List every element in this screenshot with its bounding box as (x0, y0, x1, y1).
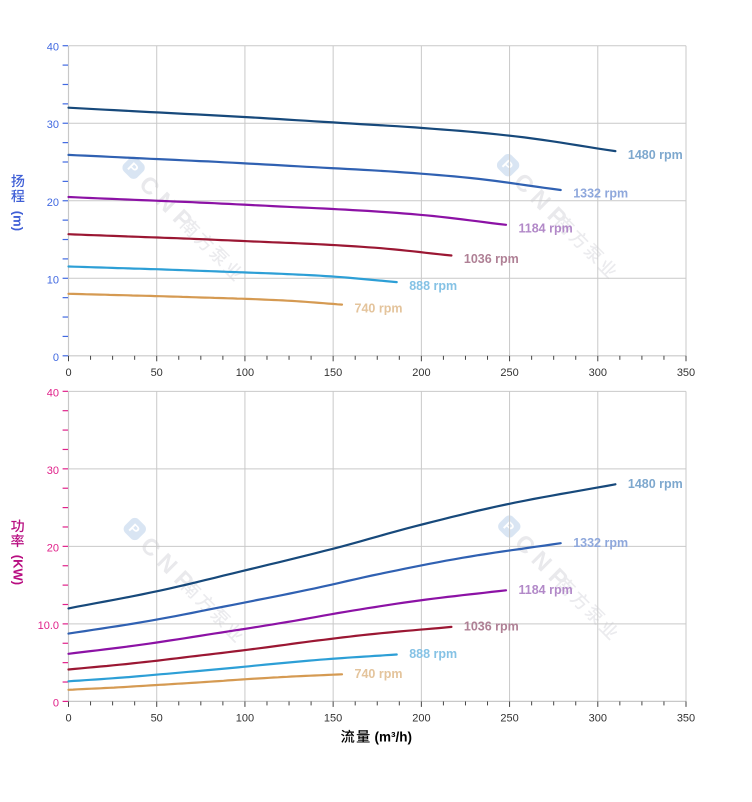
svg-text:0: 0 (53, 352, 59, 364)
svg-text:740 rpm: 740 rpm (355, 301, 403, 315)
svg-text:350: 350 (677, 712, 695, 724)
svg-text:1184 rpm: 1184 rpm (519, 222, 573, 236)
svg-text:(KW): (KW) (11, 555, 26, 585)
svg-text:20: 20 (47, 542, 59, 554)
svg-text:(m): (m) (11, 211, 26, 231)
svg-text:350: 350 (677, 367, 695, 379)
svg-text:0: 0 (53, 697, 59, 709)
svg-text:250: 250 (500, 712, 518, 724)
svg-text:1184 rpm: 1184 rpm (519, 583, 573, 597)
svg-text:1480 rpm: 1480 rpm (628, 148, 683, 162)
svg-text:50: 50 (151, 712, 163, 724)
svg-text:50: 50 (151, 367, 163, 379)
svg-text:250: 250 (500, 367, 518, 379)
svg-text:0: 0 (65, 712, 71, 724)
svg-text:1332 rpm: 1332 rpm (573, 187, 628, 201)
svg-text:888 rpm: 888 rpm (409, 647, 457, 661)
svg-text:1036 rpm: 1036 rpm (464, 252, 519, 266)
svg-text:1036 rpm: 1036 rpm (464, 620, 519, 634)
svg-text:150: 150 (324, 712, 342, 724)
svg-text:10.0: 10.0 (38, 620, 59, 632)
svg-text:150: 150 (324, 367, 342, 379)
svg-text:100: 100 (236, 712, 254, 724)
svg-text:0: 0 (65, 367, 71, 379)
svg-text:30: 30 (47, 119, 59, 131)
svg-text:20: 20 (47, 197, 59, 209)
svg-text:1332 rpm: 1332 rpm (573, 536, 628, 550)
svg-text:30: 30 (47, 465, 59, 477)
svg-text:1480 rpm: 1480 rpm (628, 477, 683, 491)
svg-text:888 rpm: 888 rpm (409, 279, 457, 293)
svg-text:10: 10 (47, 274, 59, 286)
svg-text:740 rpm: 740 rpm (355, 667, 403, 681)
svg-text:300: 300 (589, 712, 607, 724)
svg-text:40: 40 (47, 387, 59, 399)
svg-text:40: 40 (47, 42, 59, 54)
svg-text:200: 200 (412, 712, 430, 724)
svg-text:(m³/h): (m³/h) (375, 729, 413, 744)
svg-text:300: 300 (589, 367, 607, 379)
svg-text:200: 200 (412, 367, 430, 379)
svg-text:100: 100 (236, 367, 254, 379)
